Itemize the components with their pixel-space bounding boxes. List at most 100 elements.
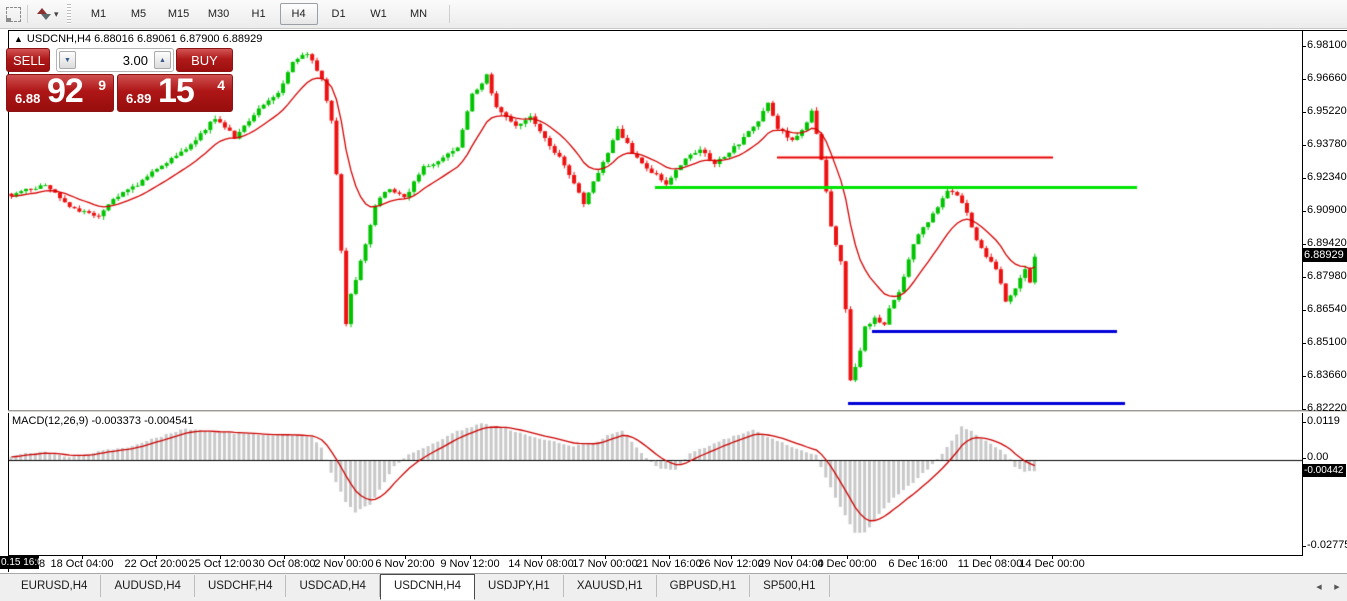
time-axis-label: 14 Nov 08:00: [508, 558, 574, 570]
time-axis-label: 22 Oct 20:00: [124, 558, 188, 570]
dropdown-caret-icon[interactable]: ▾: [54, 8, 59, 19]
timeframe-button-d1[interactable]: D1: [331, 8, 346, 20]
macd-axis-tick: [1302, 546, 1306, 547]
price-axis-label: 6.92340: [1307, 171, 1347, 183]
chart-tab-audusd[interactable]: AUDUSD,H4: [101, 575, 195, 597]
time-axis-tick: [344, 556, 345, 559]
chart-tab-usdjpy[interactable]: USDJPY,H1: [475, 575, 564, 597]
timeframe-button-group: M1 M5 M15 M30 H1 H4 D1 W1 MN: [79, 3, 439, 25]
tab-scroll-right-button[interactable]: ▶: [1330, 580, 1344, 594]
time-axis-label: 14 Dec 00:00: [1019, 558, 1085, 570]
chart-tab-usdchf[interactable]: USDCHF,H4: [195, 575, 287, 597]
trade-arrows-icon[interactable]: [36, 7, 52, 21]
time-axis-tick: [990, 556, 991, 559]
price-axis-tick: [1302, 277, 1306, 278]
buy-button[interactable]: BUY: [176, 48, 233, 72]
time-axis-label: 30 Oct 08:00: [252, 558, 316, 570]
price-axis-label: 6.98100: [1307, 39, 1347, 51]
timeframe-button-m30[interactable]: M30: [207, 8, 230, 20]
price-axis-label: 6.87980: [1307, 270, 1347, 282]
timeframe-button-mn[interactable]: MN: [409, 8, 428, 20]
time-axis-tick: [220, 556, 221, 559]
macd-value-badge: -0.00442: [1302, 464, 1347, 477]
time-axis-label: 9 Nov 12:00: [440, 558, 500, 570]
time-axis-tick: [156, 556, 157, 559]
time-axis-tick: [82, 556, 83, 559]
buy-price-prefix: 6.89: [126, 91, 152, 106]
price-axis-label: 6.85100: [1307, 336, 1347, 348]
time-axis-label: 25 Oct 12:00: [188, 558, 252, 570]
volume-control: ▼ ▲: [56, 48, 174, 72]
chart-left-border: [8, 30, 9, 572]
chart-top-border: [8, 30, 1347, 31]
chart-tab-xauusd[interactable]: XAUUSD,H1: [564, 575, 657, 597]
macd-axis-label: 0.00: [1307, 451, 1329, 463]
timeframe-button-m15[interactable]: M15: [167, 8, 190, 20]
chart-tab-sp500[interactable]: SP500,H1: [750, 575, 830, 597]
chart-template-icon[interactable]: [6, 6, 21, 22]
time-axis-tick: [918, 556, 919, 559]
price-axis-tick: [1302, 376, 1306, 377]
chart-tab-usdcnh[interactable]: USDCNH,H4: [379, 574, 476, 600]
time-axis-label: 2 Nov 00:00: [314, 558, 374, 570]
time-axis-tick: [1052, 556, 1053, 559]
time-axis-partial-label: 8: [39, 558, 46, 570]
timeframe-button-w1[interactable]: W1: [370, 8, 387, 20]
price-axis-tick: [1302, 46, 1306, 47]
price-axis-tick: [1302, 211, 1306, 212]
sell-price-big: 92: [47, 72, 84, 110]
time-axis-label: 6 Dec 16:00: [888, 558, 948, 570]
price-axis-tick: [1302, 343, 1306, 344]
timeframe-button-m1[interactable]: M1: [90, 8, 107, 20]
price-axis-line: [1302, 30, 1303, 556]
sell-price-display[interactable]: 6.88 92 9: [6, 72, 114, 112]
volume-input[interactable]: [78, 51, 152, 69]
chart-tab-bar: EURUSD,H4 AUDUSD,H4 USDCHF,H4 USDCAD,H4 USDC…: [0, 573, 1347, 601]
time-axis-label: 6 Nov 20:00: [375, 558, 435, 570]
chart-tab-eurusd[interactable]: EURUSD,H4: [8, 575, 102, 597]
time-axis-tick: [405, 556, 406, 559]
time-axis-label: 29 Nov 04:00: [758, 558, 824, 570]
time-axis-tick: [669, 556, 670, 559]
price-axis-label: 6.89420: [1307, 237, 1347, 249]
macd-bottom-border: [8, 555, 1303, 556]
price-axis-label: 6.90900: [1307, 204, 1347, 216]
buy-price-sup: 4: [217, 77, 225, 93]
sell-button[interactable]: SELL: [6, 48, 50, 72]
price-axis-label: 6.95220: [1307, 105, 1347, 117]
macd-axis-label: 0.0119: [1307, 415, 1340, 427]
chart-tab-gbpusd[interactable]: GBPUSD,H1: [657, 575, 751, 597]
timeframe-button-m5[interactable]: M5: [130, 8, 147, 20]
toolbar-grip-handle[interactable]: [66, 4, 71, 24]
tab-scroll-left-button[interactable]: ◀: [1312, 580, 1326, 594]
macd-indicator-canvas[interactable]: [9, 413, 1302, 555]
pane-splitter[interactable]: [8, 410, 1347, 413]
chart-tab-usdcad[interactable]: USDCAD,H4: [286, 575, 380, 597]
volume-decrease-button[interactable]: ▼: [59, 51, 76, 69]
time-axis-tick: [284, 556, 285, 559]
price-axis-tick: [1302, 112, 1306, 113]
buy-price-display[interactable]: 6.89 15 4: [117, 72, 233, 112]
sell-price-prefix: 6.88: [15, 91, 41, 106]
price-axis-label: 6.83660: [1307, 369, 1347, 381]
timeframe-button-h4[interactable]: H4: [279, 3, 318, 25]
time-axis-label: 26 Nov 12:00: [698, 558, 764, 570]
price-axis-tick: [1302, 79, 1306, 80]
current-price-badge: 6.88929: [1302, 248, 1347, 262]
macd-indicator-label: MACD(12,26,9) -0.003373 -0.004541: [12, 415, 194, 427]
volume-increase-button[interactable]: ▲: [154, 51, 171, 69]
price-axis-label: 6.96660: [1307, 72, 1347, 84]
time-axis-tick: [731, 556, 732, 559]
timeframe-button-h1[interactable]: H1: [251, 8, 266, 20]
macd-axis-tick: [1302, 458, 1306, 459]
time-axis-tick: [541, 556, 542, 559]
time-axis-tick: [791, 556, 792, 559]
price-axis-tick: [1302, 178, 1306, 179]
time-axis-tick: [605, 556, 606, 559]
buy-price-big: 15: [158, 72, 195, 110]
time-axis-label: 18 Oct 04:00: [50, 558, 114, 570]
one-click-trading-panel: SELL ▼ ▲ BUY 6.88 92 9 6.89 15 4: [6, 48, 233, 112]
price-axis-label: 6.82220: [1307, 402, 1347, 414]
price-axis-label: 6.86540: [1307, 303, 1347, 315]
